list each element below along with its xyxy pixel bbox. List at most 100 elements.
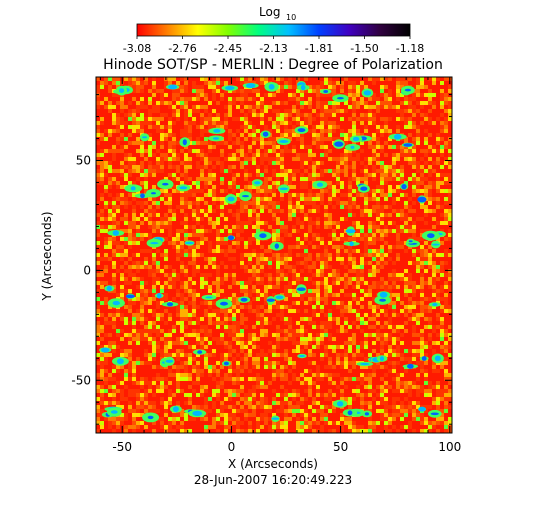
heatmap-cell bbox=[376, 269, 381, 274]
heatmap-cell bbox=[124, 249, 129, 254]
heatmap-cell bbox=[172, 229, 177, 234]
heatmap-cell bbox=[148, 249, 153, 254]
heatmap-cell bbox=[388, 101, 393, 106]
heatmap-cell bbox=[208, 97, 213, 102]
heatmap-cell bbox=[360, 113, 365, 118]
heatmap-cell bbox=[392, 197, 397, 202]
heatmap-cell bbox=[132, 145, 137, 150]
heatmap-cell bbox=[308, 137, 313, 142]
heatmap-cell bbox=[244, 241, 249, 246]
heatmap-cell bbox=[432, 149, 437, 154]
heatmap-cell bbox=[188, 133, 193, 138]
heatmap-cell bbox=[360, 133, 365, 138]
heatmap-cell bbox=[240, 273, 245, 278]
heatmap-cell bbox=[308, 125, 313, 130]
heatmap-cell bbox=[360, 105, 365, 110]
heatmap-cell bbox=[436, 117, 441, 122]
heatmap-cell bbox=[96, 97, 101, 102]
heatmap-cell bbox=[168, 117, 173, 122]
heatmap-cell bbox=[264, 273, 269, 278]
heatmap-cell bbox=[116, 281, 121, 286]
heatmap-cell bbox=[256, 253, 261, 258]
heatmap-cell bbox=[104, 101, 109, 106]
heatmap-cell bbox=[392, 145, 397, 150]
heatmap-cell bbox=[152, 161, 157, 166]
heatmap-cell bbox=[96, 185, 101, 190]
heatmap-cell bbox=[312, 253, 317, 258]
heatmap-cell bbox=[388, 97, 393, 102]
heatmap-cell bbox=[180, 197, 185, 202]
heatmap-cell bbox=[324, 77, 329, 82]
heatmap-cell bbox=[352, 261, 357, 266]
heatmap-cell bbox=[128, 245, 133, 250]
heatmap-cell bbox=[276, 201, 281, 206]
heatmap-cell bbox=[252, 169, 257, 174]
heatmap-cell bbox=[220, 213, 225, 218]
heatmap-cell bbox=[100, 253, 105, 258]
heatmap-cell bbox=[204, 197, 209, 202]
heatmap-cell bbox=[140, 201, 145, 206]
heatmap-cell bbox=[236, 289, 241, 294]
heatmap-cell bbox=[224, 125, 229, 130]
heatmap-cell bbox=[140, 93, 145, 98]
heatmap-cell bbox=[164, 285, 169, 290]
heatmap-cell bbox=[116, 209, 121, 214]
heatmap-cell bbox=[188, 85, 193, 90]
heatmap-cell bbox=[352, 189, 357, 194]
heatmap-cell bbox=[196, 129, 201, 134]
heatmap-cell bbox=[220, 173, 225, 178]
heatmap-cell bbox=[428, 245, 433, 250]
heatmap-cell bbox=[180, 81, 185, 86]
heatmap-cell bbox=[436, 269, 441, 274]
heatmap-cell bbox=[184, 209, 189, 214]
heatmap-cell bbox=[428, 141, 433, 146]
heatmap-cell bbox=[364, 145, 369, 150]
heatmap-cell bbox=[356, 249, 361, 254]
heatmap-cell bbox=[204, 285, 209, 290]
heatmap-cell bbox=[364, 245, 369, 250]
heatmap-cell bbox=[156, 117, 161, 122]
heatmap-cell bbox=[392, 89, 397, 94]
heatmap-cell bbox=[296, 197, 301, 202]
heatmap-cell bbox=[428, 101, 433, 106]
heatmap-cell bbox=[272, 185, 277, 190]
heatmap-cell bbox=[388, 189, 393, 194]
heatmap-cell bbox=[264, 241, 269, 246]
heatmap-cell bbox=[316, 221, 321, 226]
heatmap-cell bbox=[400, 285, 405, 290]
heatmap-cell bbox=[440, 153, 445, 158]
heatmap-cell bbox=[192, 253, 197, 258]
heatmap-cell bbox=[104, 265, 109, 270]
heatmap-cell bbox=[280, 89, 285, 94]
heatmap-cell bbox=[224, 265, 229, 270]
heatmap-cell bbox=[428, 77, 433, 82]
heatmap-cell bbox=[96, 297, 101, 302]
heatmap-cell bbox=[228, 285, 233, 290]
heatmap-cell bbox=[272, 97, 277, 102]
heatmap-cell bbox=[124, 189, 129, 194]
heatmap-cell bbox=[428, 173, 433, 178]
heatmap-cell bbox=[164, 137, 169, 142]
heatmap-cell bbox=[324, 245, 329, 250]
heatmap-cell bbox=[108, 89, 113, 94]
heatmap-cell bbox=[112, 245, 117, 250]
heatmap-cell bbox=[272, 157, 277, 162]
heatmap-cell bbox=[360, 233, 365, 238]
heatmap-cell bbox=[376, 101, 381, 106]
heatmap-cell bbox=[120, 109, 125, 114]
heatmap-cell bbox=[352, 97, 357, 102]
heatmap-cell bbox=[176, 197, 181, 202]
heatmap-cell bbox=[344, 177, 349, 182]
heatmap-cell bbox=[176, 141, 181, 146]
heatmap-cell bbox=[284, 129, 289, 134]
heatmap-cell bbox=[128, 209, 133, 214]
heatmap-cell bbox=[412, 229, 417, 234]
heatmap-cell bbox=[364, 225, 369, 230]
heatmap-cell bbox=[300, 165, 305, 170]
heatmap-cell bbox=[216, 257, 221, 262]
heatmap-cell bbox=[172, 117, 177, 122]
heatmap-cell bbox=[224, 161, 229, 166]
heatmap-cell bbox=[336, 189, 341, 194]
heatmap-cell bbox=[224, 129, 229, 134]
heatmap-cell bbox=[412, 117, 417, 122]
